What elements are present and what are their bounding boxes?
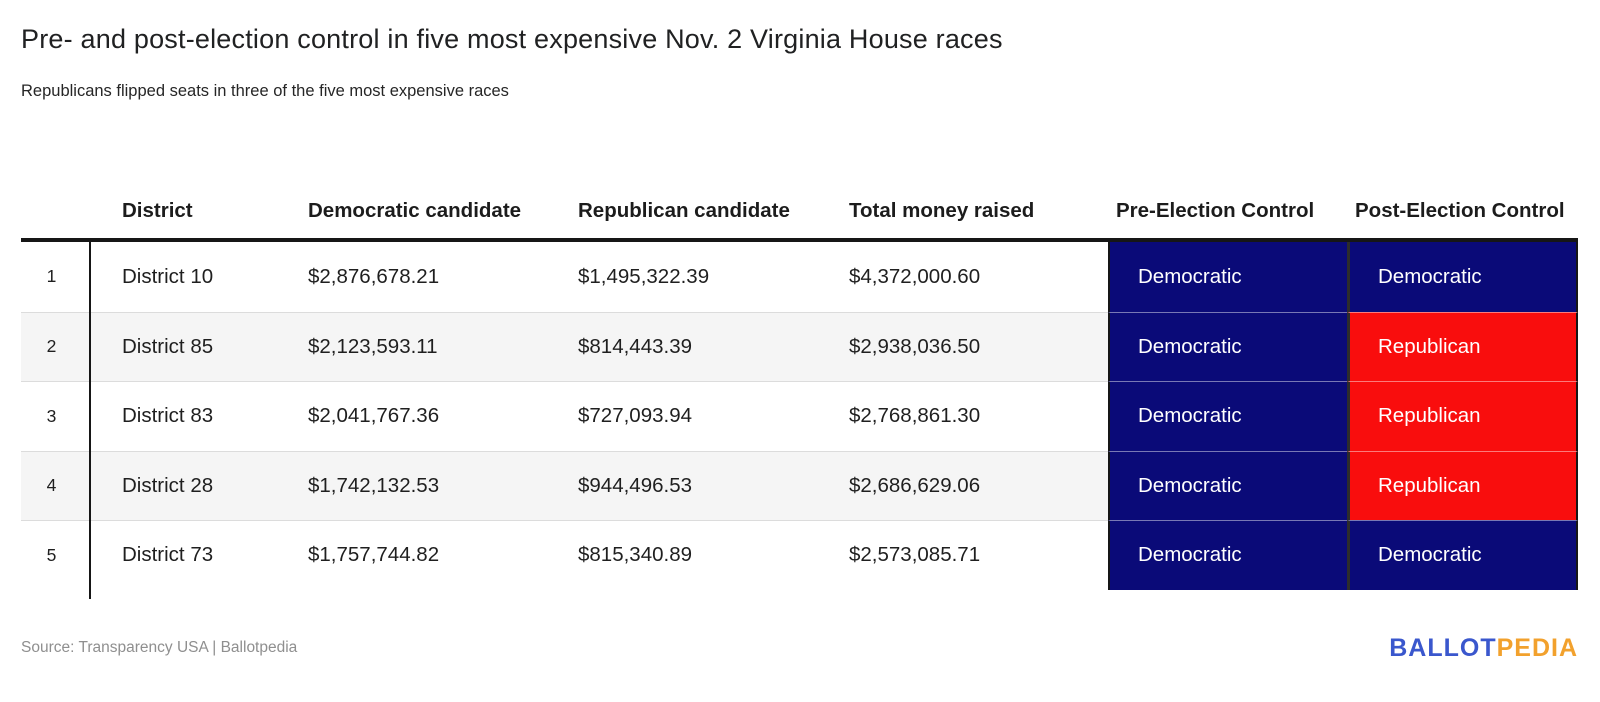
ballotpedia-logo: BALLOTPEDIA	[1389, 634, 1578, 663]
table-header-row: District Democratic candidate Republican…	[21, 147, 1578, 242]
row-number: 1	[46, 266, 57, 287]
source-text: Source: Transparency USA | Ballotpedia	[21, 639, 298, 656]
infographic: Pre- and post-election control in five m…	[21, 24, 1578, 663]
pre-control-cell: Democratic	[1108, 381, 1347, 451]
democratic-amount-cell: $1,757,744.82	[300, 520, 570, 590]
table-row: 3 District 83 $2,041,767.36 $727,093.94 …	[21, 381, 1578, 451]
pre-control-cell: Democratic	[1108, 242, 1347, 312]
total-amount-cell: $2,768,861.30	[830, 381, 1108, 451]
page-title: Pre- and post-election control in five m…	[21, 24, 1003, 54]
district-cell: District 85	[90, 311, 300, 381]
page-subtitle: Republicans flipped seats in three of th…	[21, 82, 509, 100]
total-amount-cell: $4,372,000.60	[849, 264, 981, 288]
column-header-post-election-control: Post-Election Control	[1355, 199, 1565, 223]
republican-amount-cell: $727,093.94	[570, 381, 830, 451]
row-number-divider-line	[89, 242, 91, 599]
democratic-amount-cell: $2,123,593.11	[300, 311, 570, 381]
pre-control-cell: Democratic	[1108, 450, 1347, 520]
table-row: 2 District 85 $2,123,593.11 $814,443.39 …	[21, 311, 1578, 381]
post-control-cell: Republican	[1347, 450, 1578, 520]
district-cell: District 28	[90, 450, 300, 520]
republican-amount-cell: $1,495,322.39	[578, 264, 710, 288]
post-control-cell: Democratic	[1347, 520, 1578, 590]
column-header-pre-election-control: Pre-Election Control	[1116, 199, 1315, 223]
column-header-district: District	[122, 199, 193, 223]
total-amount-cell: $2,938,036.50	[830, 311, 1108, 381]
pre-control-cell: Democratic	[1108, 520, 1347, 590]
post-control-cell: Republican	[1347, 311, 1578, 381]
row-number: 4	[21, 450, 90, 520]
total-amount-cell: $2,686,629.06	[830, 450, 1108, 520]
table-body: 1 District 10 $2,876,678.21 $1,495,322.3…	[21, 242, 1578, 599]
column-header-total-money-raised: Total money raised	[849, 199, 1035, 223]
democratic-amount-cell: $2,876,678.21	[308, 264, 440, 288]
pre-control-cell: Democratic	[1108, 311, 1347, 381]
logo-pedia-text: PEDIA	[1496, 633, 1578, 662]
republican-amount-cell: $815,340.89	[570, 520, 830, 590]
table-row: 1 District 10 $2,876,678.21 $1,495,322.3…	[21, 242, 1578, 312]
democratic-amount-cell: $2,041,767.36	[300, 381, 570, 451]
row-number: 2	[21, 311, 90, 381]
democratic-amount-cell: $1,742,132.53	[300, 450, 570, 520]
republican-amount-cell: $814,443.39	[570, 311, 830, 381]
total-amount-cell: $2,573,085.71	[830, 520, 1108, 590]
table-row: 5 District 73 $1,757,744.82 $815,340.89 …	[21, 520, 1578, 590]
logo-ballot-text: BALLOT	[1389, 633, 1497, 662]
footer: Source: Transparency USA | Ballotpedia B…	[21, 634, 1578, 663]
column-header-republican-candidate: Republican candidate	[578, 199, 790, 223]
row-number: 3	[21, 381, 90, 451]
post-control-cell: Democratic	[1347, 242, 1578, 312]
district-cell: District 83	[90, 381, 300, 451]
table-row: 4 District 28 $1,742,132.53 $944,496.53 …	[21, 450, 1578, 520]
district-cell: District 73	[90, 520, 300, 590]
column-header-democratic-candidate: Democratic candidate	[308, 199, 522, 223]
races-table: District Democratic candidate Republican…	[21, 147, 1578, 599]
row-number: 5	[21, 520, 90, 590]
post-control-cell: Republican	[1347, 381, 1578, 451]
republican-amount-cell: $944,496.53	[570, 450, 830, 520]
district-cell: District 10	[122, 264, 214, 288]
